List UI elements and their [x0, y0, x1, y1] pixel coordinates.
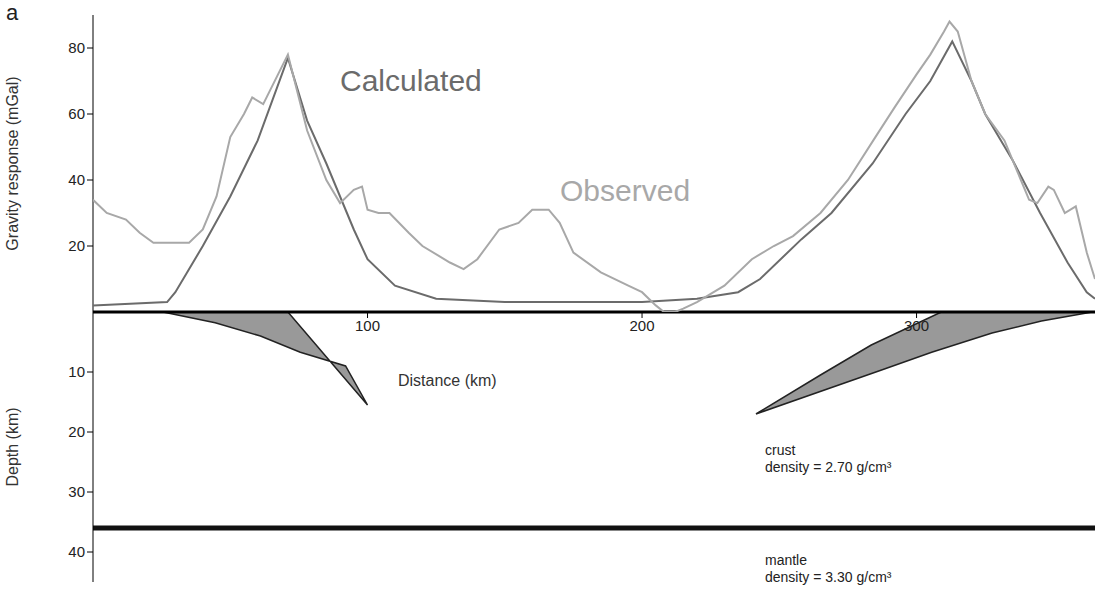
html-text:mantle: mantle — [765, 552, 807, 568]
svg-text:10: 10 — [68, 363, 85, 380]
svg-text:30: 30 — [68, 483, 85, 500]
svg-text:80: 80 — [68, 39, 85, 56]
svg-text:40: 40 — [68, 543, 85, 560]
html-text:Calculated: Calculated — [340, 64, 482, 97]
html-text:Distance (km): Distance (km) — [398, 372, 497, 389]
svg-text:100: 100 — [355, 317, 380, 334]
html-text:crust: crust — [765, 442, 796, 458]
svg-text:Depth (km): Depth (km) — [4, 407, 21, 486]
html-text:Observed: Observed — [560, 174, 691, 207]
svg-text:200: 200 — [630, 317, 655, 334]
html-text:density = 2.70 g/cm³: density = 2.70 g/cm³ — [765, 459, 892, 475]
svg-text:60: 60 — [68, 105, 85, 122]
svg-text:20: 20 — [68, 423, 85, 440]
svg-text:40: 40 — [68, 171, 85, 188]
svg-text:300: 300 — [904, 317, 929, 334]
html-text:density = 3.30 g/cm³: density = 3.30 g/cm³ — [765, 569, 892, 585]
html-text:a: a — [6, 0, 19, 25]
svg-text:Gravity response (mGal): Gravity response (mGal) — [4, 76, 21, 250]
svg-text:20: 20 — [68, 237, 85, 254]
